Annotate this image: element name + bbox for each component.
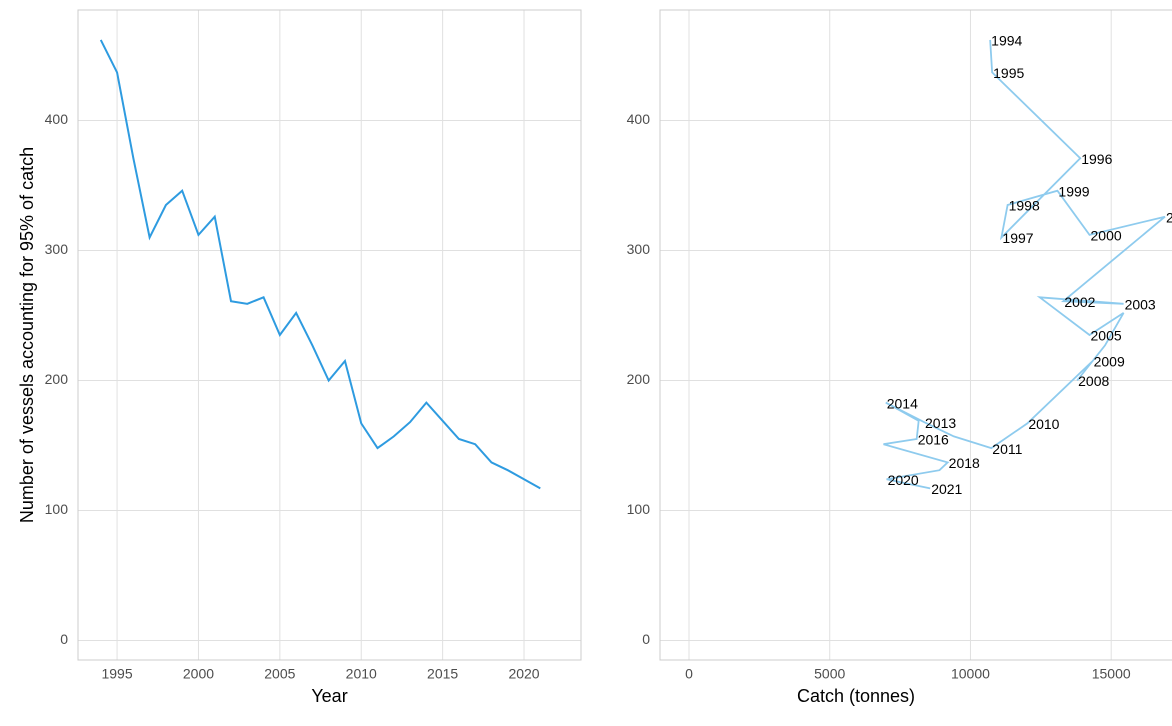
x-axis-title: Catch (tonnes) <box>797 686 915 706</box>
point-label: 2010 <box>1028 416 1059 432</box>
point-label: 2008 <box>1078 373 1109 389</box>
x-tick-label: 2015 <box>427 666 458 682</box>
point-label: 2009 <box>1094 354 1125 370</box>
y-tick-label: 200 <box>45 371 69 387</box>
x-tick-label: 2005 <box>264 666 295 682</box>
point-label: 2011 <box>992 441 1022 457</box>
panel-border <box>659 9 1172 661</box>
point-label: 2001 <box>1166 209 1172 225</box>
point-label: 1998 <box>1009 198 1040 214</box>
point-label: 2002 <box>1064 294 1095 310</box>
y-tick-label: 200 <box>627 371 651 387</box>
point-label: 2013 <box>925 415 956 431</box>
y-tick-label: 0 <box>60 631 68 647</box>
x-axis-title: Year <box>311 686 347 706</box>
point-label: 2014 <box>887 395 918 411</box>
y-axis-title: Number of vessels accounting for 95% of … <box>17 147 37 523</box>
x-tick-label: 10000 <box>951 666 990 682</box>
point-label: 2020 <box>888 472 919 488</box>
point-label: 2016 <box>918 432 949 448</box>
point-label: 1995 <box>993 65 1024 81</box>
data-line <box>883 39 1166 490</box>
x-tick-label: 1995 <box>101 666 132 682</box>
x-tick-label: 0 <box>685 666 693 682</box>
point-label: 2000 <box>1091 228 1122 244</box>
x-tick-label: 15000 <box>1092 666 1131 682</box>
y-tick-label: 400 <box>45 111 69 127</box>
data-line <box>99 39 541 490</box>
y-tick-label: 100 <box>627 501 651 517</box>
point-label: 2003 <box>1125 297 1156 313</box>
y-tick-label: 400 <box>627 111 651 127</box>
y-tick-label: 300 <box>45 241 69 257</box>
point-label: 2021 <box>931 481 962 497</box>
y-tick-label: 300 <box>627 241 651 257</box>
point-label: 2018 <box>949 455 980 471</box>
x-tick-label: 2000 <box>183 666 214 682</box>
x-tick-label: 2010 <box>346 666 377 682</box>
y-tick-label: 100 <box>45 501 69 517</box>
point-label: 1994 <box>991 33 1022 49</box>
point-label: 1999 <box>1058 183 1089 199</box>
panel-border <box>77 9 582 661</box>
x-tick-label: 2020 <box>508 666 539 682</box>
point-label: 1996 <box>1081 151 1112 167</box>
point-label: 2005 <box>1091 328 1122 344</box>
y-tick-label: 0 <box>642 631 650 647</box>
x-tick-label: 5000 <box>814 666 845 682</box>
point-label: 1997 <box>1002 230 1033 246</box>
